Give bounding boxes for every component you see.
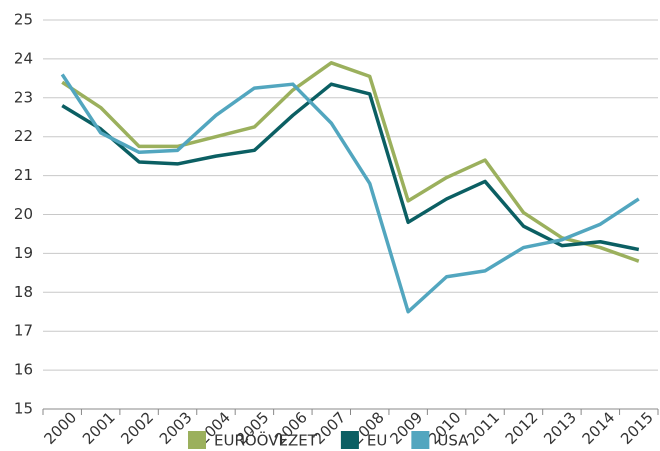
series-line	[61, 82, 640, 252]
legend-label: EU	[367, 432, 387, 450]
y-tick-label: 25	[14, 11, 33, 29]
y-tick-label: 22	[14, 127, 33, 145]
y-tick-label: 15	[14, 400, 33, 418]
legend-swatch	[188, 431, 206, 449]
x-tick-label: 2001	[79, 408, 119, 448]
x-tick-label: 2013	[540, 408, 580, 448]
series-line	[61, 61, 640, 263]
x-tick-label: 2015	[617, 408, 657, 448]
legend-swatch	[340, 431, 359, 449]
legend-swatch	[411, 431, 430, 449]
x-tick-label: 2012	[502, 408, 542, 448]
x-tick-label: 2014	[579, 408, 619, 448]
y-tick-label: 21	[14, 166, 33, 184]
series-line	[60, 73, 640, 314]
x-tick-label: 2011	[463, 408, 503, 448]
y-tick-label: 24	[14, 49, 33, 67]
y-tick-label: 18	[14, 283, 33, 301]
x-tick-label: 2000	[40, 408, 80, 448]
y-tick-label: 17	[14, 322, 33, 340]
x-tick-label: 2002	[117, 408, 157, 448]
y-tick-label: 16	[14, 361, 33, 379]
legend-label: EURÓÖVEZET	[214, 431, 318, 450]
y-tick-label: 20	[14, 205, 33, 223]
y-tick-label: 23	[14, 88, 33, 106]
legend-label: USA	[437, 432, 469, 450]
y-tick-label: 19	[14, 244, 33, 262]
